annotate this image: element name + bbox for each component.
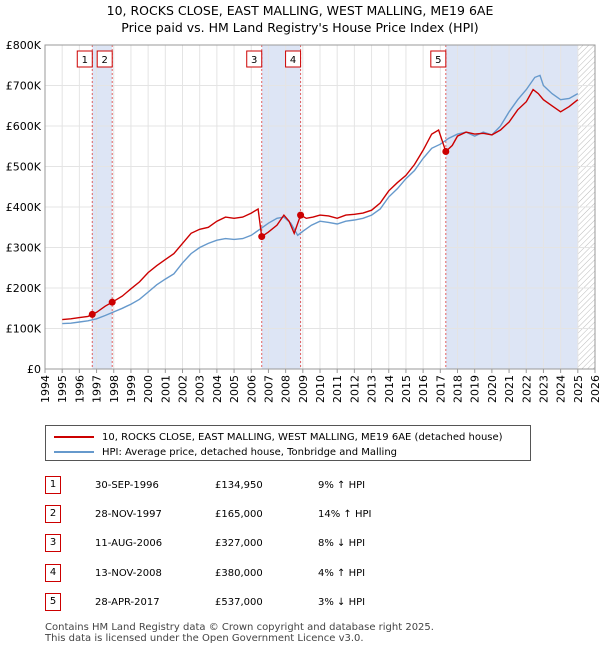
legend-hpi-label: HPI: Average price, detached house, Tonb… <box>102 446 398 458</box>
x-tick-label: 2026 <box>589 375 600 403</box>
sale-point <box>88 310 96 318</box>
x-tick-label: 2014 <box>383 375 396 403</box>
sale-label-number: 3 <box>251 55 257 66</box>
y-tick-label: £700K <box>6 80 42 93</box>
sale-label-box <box>246 50 263 68</box>
sale-label-box <box>76 50 93 68</box>
x-tick-label: 2004 <box>211 375 224 403</box>
y-tick-label: £0 <box>27 363 41 376</box>
sale-hpi-diff: 3% ↓ HPI <box>318 597 366 608</box>
x-tick-label: 2021 <box>503 375 516 403</box>
sale-hpi-diff: 4% ↑ HPI <box>318 568 366 579</box>
sale-label-number: 4 <box>290 55 296 66</box>
sale-date: 30-SEP-1996 <box>95 480 159 491</box>
sale-number: 5 <box>45 593 61 611</box>
x-tick-label: 1995 <box>56 375 69 403</box>
x-tick-label: 1994 <box>39 375 52 403</box>
price-chart: 1 2 3 4 5 £0 £100K £200K £300K £400K £500K £600K £70… <box>6 39 600 403</box>
sale-label-number: 2 <box>102 55 108 66</box>
y-tick-label: £100K <box>6 323 42 336</box>
sale-price: £165,000 <box>215 509 263 520</box>
table-row: 3 11-AUG-2006 £327,000 8% ↓ HPI <box>0 534 600 556</box>
sale-label-box <box>430 50 447 68</box>
sale-number: 1 <box>45 476 61 494</box>
y-tick-label: £800K <box>6 39 42 52</box>
x-tick-label: 2011 <box>331 375 344 403</box>
sale-hpi-diff: 9% ↑ HPI <box>318 480 366 491</box>
x-tick-label: 2003 <box>194 375 207 403</box>
sale-date: 28-NOV-1997 <box>95 509 162 520</box>
sale-price: £327,000 <box>215 538 263 549</box>
x-tick-label: 2017 <box>434 375 447 403</box>
x-tick-label: 2002 <box>177 375 190 403</box>
x-tick-label: 2018 <box>452 375 465 403</box>
y-tick-label: £200K <box>6 282 42 295</box>
property-price-line <box>62 88 579 321</box>
sale-hpi-diff: 8% ↓ HPI <box>318 538 366 549</box>
x-tick-label: 2010 <box>314 375 327 403</box>
x-tick-label: 1997 <box>91 375 104 403</box>
y-tick-label: £300K <box>6 242 42 255</box>
legend-property-label: 10, ROCKS CLOSE, EAST MALLING, WEST MALL… <box>102 431 503 443</box>
footer: Contains HM Land Registry data © Crown c… <box>45 622 434 644</box>
legend-property: 10, ROCKS CLOSE, EAST MALLING, WEST MALL… <box>54 430 503 444</box>
x-tick-label: 1998 <box>108 375 121 403</box>
table-row: 4 13-NOV-2008 £380,000 4% ↑ HPI <box>0 564 600 586</box>
sale-hpi-diff: 14% ↑ HPI <box>318 509 372 520</box>
sale-number: 3 <box>45 534 61 552</box>
sale-price: £134,950 <box>215 480 263 491</box>
chart-title: 10, ROCKS CLOSE, EAST MALLING, WEST MALL… <box>106 3 494 18</box>
table-row: 5 28-APR-2017 £537,000 3% ↓ HPI <box>0 593 600 615</box>
x-tick-label: 2009 <box>297 375 310 403</box>
chart-subtitle: Price paid vs. HM Land Registry's House … <box>121 20 479 35</box>
x-tick-label: 2008 <box>280 375 293 403</box>
sale-label-number: 1 <box>82 55 88 66</box>
x-tick-label: 1999 <box>125 375 138 403</box>
x-tick-label: 2007 <box>262 375 275 403</box>
sale-label-box <box>96 50 113 68</box>
x-tick-label: 2022 <box>520 375 533 403</box>
legend-hpi: HPI: Average price, detached house, Tonb… <box>54 445 397 459</box>
sale-point <box>258 233 266 241</box>
y-tick-label: £500K <box>6 161 42 174</box>
legend-property-swatch <box>54 436 94 438</box>
x-tick-label: 2020 <box>486 375 499 403</box>
sale-point <box>442 148 450 156</box>
x-tick-label: 1996 <box>73 375 86 403</box>
x-tick-label: 2025 <box>572 375 585 403</box>
sale-date: 13-NOV-2008 <box>95 568 162 579</box>
x-tick-label: 2006 <box>245 375 258 403</box>
legend-hpi-swatch <box>54 451 94 453</box>
x-tick-label: 2024 <box>555 375 568 403</box>
footer-licence: This data is licensed under the Open Gov… <box>45 633 364 644</box>
x-tick-label: 2023 <box>537 375 550 403</box>
sale-number: 2 <box>45 505 61 523</box>
x-tick-label: 2015 <box>400 375 413 403</box>
sale-date: 11-AUG-2006 <box>95 538 163 549</box>
table-row: 2 28-NOV-1997 £165,000 14% ↑ HPI <box>0 505 600 527</box>
sale-price: £537,000 <box>215 597 263 608</box>
y-tick-label: £600K <box>6 120 42 133</box>
x-tick-label: 2012 <box>348 375 361 403</box>
hpi-line <box>62 74 579 325</box>
table-row: 1 30-SEP-1996 £134,950 9% ↑ HPI <box>0 476 600 498</box>
sale-price: £380,000 <box>215 568 263 579</box>
sale-label-number: 5 <box>435 55 441 66</box>
sale-point <box>297 211 305 219</box>
x-tick-label: 2016 <box>417 375 430 403</box>
x-tick-label: 2000 <box>142 375 155 403</box>
legend: 10, ROCKS CLOSE, EAST MALLING, WEST MALL… <box>45 425 531 461</box>
sale-label-box <box>285 50 302 68</box>
sale-point <box>108 298 116 306</box>
sale-number: 4 <box>45 564 61 582</box>
sale-date: 28-APR-2017 <box>95 597 160 608</box>
x-tick-label: 2001 <box>159 375 172 403</box>
y-tick-label: £400K <box>6 201 42 214</box>
x-tick-label: 2005 <box>228 375 241 403</box>
x-tick-label: 2019 <box>469 375 482 403</box>
x-tick-label: 2013 <box>366 375 379 403</box>
footer-copyright: Contains HM Land Registry data © Crown c… <box>45 622 434 633</box>
